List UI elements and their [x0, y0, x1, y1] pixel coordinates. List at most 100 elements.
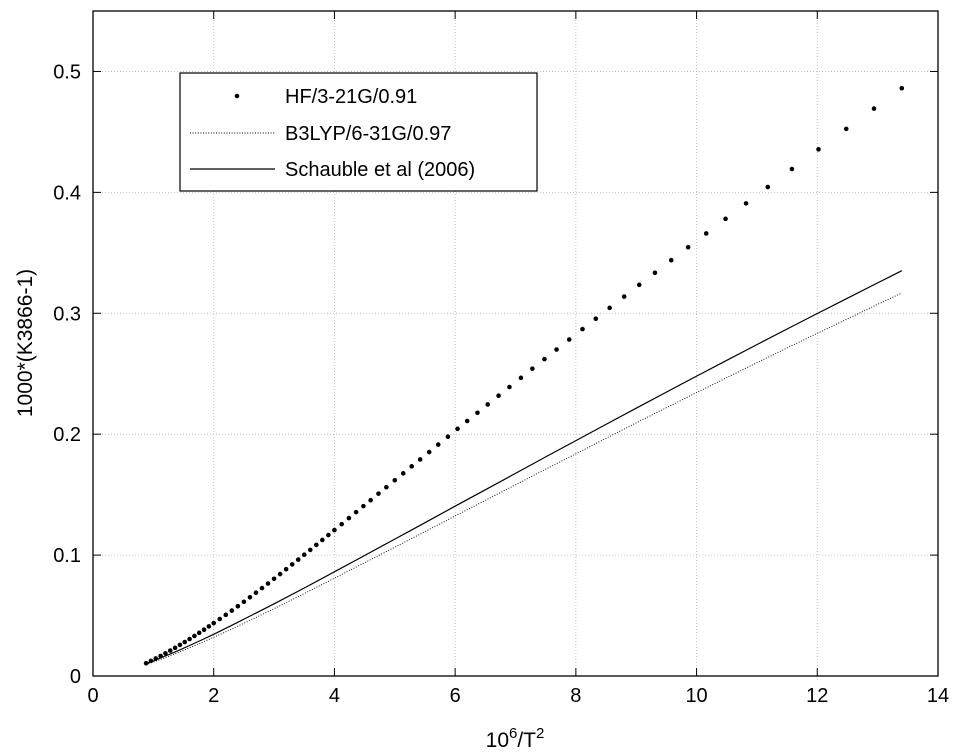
data-point: [163, 651, 168, 656]
data-point: [259, 585, 265, 591]
x-tick-label: 12: [806, 685, 828, 707]
series-layer: [143, 85, 905, 666]
y-tick-label: 0.3: [53, 303, 81, 325]
x-tick-label: 14: [927, 685, 949, 707]
legend-box: [179, 72, 538, 192]
data-point: [435, 442, 441, 447]
data-point: [196, 630, 202, 636]
data-point: [332, 527, 337, 533]
data-point: [167, 648, 173, 653]
data-point: [765, 184, 771, 190]
data-point: [307, 547, 313, 553]
x-tick-label: 4: [329, 685, 340, 707]
data-point: [346, 515, 352, 521]
y-tick-label: 0: [70, 666, 81, 688]
legend-label-hf: HF/3-21G/0.91: [285, 86, 417, 108]
data-point: [668, 257, 674, 263]
data-point: [518, 375, 524, 381]
data-point: [241, 599, 247, 605]
y-axis-label: 1000*(K3866-1): [14, 269, 37, 417]
data-point: [201, 627, 207, 632]
data-point: [368, 497, 373, 503]
series-line-2: [145, 270, 903, 665]
data-point: [542, 356, 547, 362]
data-point: [417, 457, 423, 462]
data-point: [507, 384, 512, 390]
x-tick-label: 2: [208, 685, 219, 707]
data-point: [485, 402, 491, 407]
legend: HF/3-21G/0.91 B3LYP/6-31G/0.97 Schauble …: [179, 72, 538, 192]
data-point: [743, 201, 749, 206]
data-point: [301, 552, 307, 558]
data-point: [353, 509, 359, 515]
data-point: [554, 347, 559, 352]
data-point: [211, 620, 217, 626]
data-point: [843, 126, 849, 132]
data-point: [384, 484, 389, 490]
data-point: [723, 216, 728, 222]
data-point: [247, 594, 253, 600]
data-point: [177, 642, 183, 648]
x-axis-label-mid: /T: [517, 729, 536, 752]
data-point: [685, 244, 691, 250]
data-point: [235, 603, 241, 609]
series-line-1: [145, 292, 902, 665]
data-point: [339, 521, 344, 527]
data-point: [392, 477, 398, 483]
data-point: [445, 434, 451, 440]
data-point: [271, 576, 277, 582]
legend-label-b3lyp: B3LYP/6-31G/0.97: [285, 123, 451, 145]
x-tick-label: 6: [450, 685, 461, 707]
data-point: [530, 366, 535, 371]
data-point: [206, 624, 212, 629]
data-point: [816, 147, 821, 152]
data-point: [217, 616, 223, 622]
data-point: [320, 537, 325, 543]
data-point: [187, 636, 192, 642]
data-point: [361, 503, 366, 509]
data-point: [265, 581, 271, 586]
data-point: [426, 449, 432, 455]
data-point: [192, 633, 197, 639]
data-point: [566, 337, 572, 342]
y-tick-label: 0.4: [53, 182, 81, 204]
data-point: [621, 294, 627, 299]
legend-label-schauble: Schauble et al (2006): [285, 159, 475, 181]
data-point: [455, 426, 460, 432]
data-point: [496, 393, 501, 399]
data-point: [593, 316, 599, 322]
x-axis-label: 106/T2: [486, 725, 545, 752]
data-point: [789, 166, 795, 172]
data-point: [172, 645, 178, 651]
data-point: [289, 562, 295, 567]
x-tick-label: 10: [685, 685, 707, 707]
data-point: [400, 471, 406, 476]
data-point: [277, 571, 283, 577]
x-axis-label-base-sup: 6: [509, 725, 517, 742]
data-point: [253, 590, 259, 595]
data-point: [607, 305, 612, 311]
data-point: [182, 639, 188, 645]
data-point: [283, 566, 289, 572]
axis-ticks: [92, 11, 939, 677]
x-axis-label-mid-sup: 2: [536, 725, 544, 742]
data-point: [464, 418, 470, 424]
data-point: [223, 612, 229, 618]
x-axis-label-base: 10: [486, 729, 509, 752]
y-tick-label: 0.1: [53, 545, 81, 567]
data-point: [409, 464, 414, 469]
y-tick-label: 0.5: [53, 61, 81, 83]
data-point: [326, 532, 331, 538]
data-point: [376, 491, 381, 496]
plot-frame: [92, 10, 939, 677]
data-point: [652, 270, 658, 276]
data-point: [475, 410, 480, 416]
data-point: [295, 557, 301, 562]
data-point: [703, 231, 709, 236]
data-point: [314, 542, 319, 548]
tick-labels: 0 2 4 6 8 10 12 14 0 0.1 0.2 0.3 0.4 0.5: [53, 61, 949, 707]
legend-symbol-hf: [234, 93, 240, 99]
y-tick-label: 0.2: [53, 424, 81, 446]
x-tick-label: 0: [87, 685, 98, 707]
